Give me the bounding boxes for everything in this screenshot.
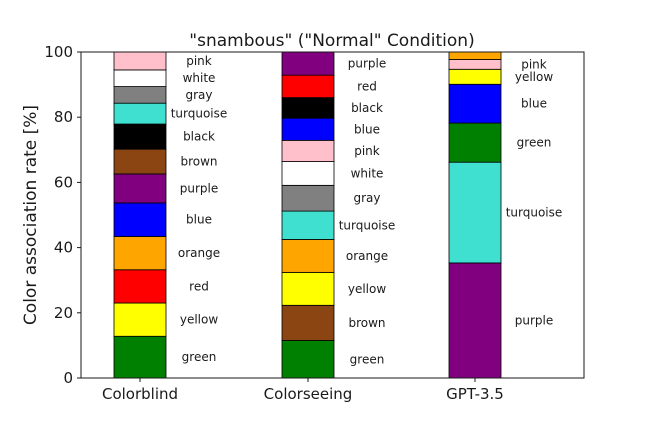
x-tick-label-colorblind: Colorblind — [102, 385, 178, 403]
bar-segment-colorblind-red — [113, 269, 167, 304]
x-tick-label-gpt-3-5: GPT-3.5 — [446, 385, 504, 403]
segment-label: pink — [521, 57, 547, 71]
y-tick-label: 0 — [63, 369, 73, 387]
bar-segment-colorblind-brown — [113, 148, 167, 175]
bar-segment-colorseeing-purple — [281, 51, 335, 76]
bar-segment-colorseeing-yellow — [281, 271, 335, 306]
bar-segment-gpt-3-5-green — [448, 122, 502, 163]
y-tick-label: 100 — [44, 43, 73, 61]
segment-label: green — [182, 350, 217, 364]
y-tick-label: 60 — [54, 173, 73, 191]
bar-segment-colorblind-gray — [113, 86, 167, 104]
bar-segment-colorseeing-white — [281, 161, 335, 186]
segment-label: brown — [180, 155, 217, 169]
plot-frame — [80, 51, 585, 379]
segment-label: gray — [353, 191, 380, 205]
bar-segment-gpt-3-5-turquoise — [448, 161, 502, 264]
bar-segment-gpt-3-5-yellow — [448, 68, 502, 85]
y-tick-label: 80 — [54, 108, 73, 126]
segment-label: yellow — [180, 313, 218, 327]
segment-label: red — [189, 279, 209, 293]
bar-segment-colorblind-blue — [113, 202, 167, 237]
bar-segment-colorblind-yellow — [113, 302, 167, 337]
axes-layer: 0 20 40 60 80 100 Colorblind Colorseeing GPT-3.5 — [44, 43, 585, 403]
bar-segment-colorblind-turquoise — [113, 102, 167, 125]
segment-label: white — [183, 71, 216, 85]
bar-segment-colorseeing-green — [281, 340, 335, 379]
segment-label: white — [351, 166, 384, 180]
y-tick-label: 20 — [54, 304, 73, 322]
segment-label: purple — [180, 181, 219, 195]
segment-label: purple — [348, 57, 387, 71]
bar-segment-colorblind-green — [113, 335, 167, 379]
segment-label: yellow — [515, 70, 553, 84]
bar-segment-colorseeing-pink — [281, 139, 335, 162]
bar-segment-colorseeing-turquoise — [281, 210, 335, 240]
segment-label: brown — [348, 316, 385, 330]
chart-title: "snambous" ("Normal" Condition) — [189, 31, 474, 51]
y-tick-label: 40 — [54, 239, 73, 257]
x-tick-label-colorseeing: Colorseeing — [264, 385, 353, 403]
bar-segment-gpt-3-5-blue — [448, 83, 502, 124]
bars-layer — [113, 51, 502, 379]
bar-segment-colorseeing-blue — [281, 117, 335, 141]
segment-label: pink — [186, 54, 212, 68]
bar-segment-colorblind-black — [113, 123, 167, 150]
bar-segment-colorblind-pink — [113, 51, 167, 71]
segment-label: blue — [354, 122, 380, 136]
segment-label: green — [517, 136, 552, 150]
bar-segment-colorseeing-black — [281, 97, 335, 119]
bar-segment-colorseeing-orange — [281, 239, 335, 273]
segment-label: turquoise — [506, 206, 563, 220]
bar-segment-colorseeing-gray — [281, 184, 335, 212]
bar-segment-gpt-3-5-purple — [448, 262, 502, 379]
bar-segment-colorblind-purple — [113, 173, 167, 204]
segment-label: black — [351, 101, 383, 115]
bar-segment-colorblind-white — [113, 69, 167, 87]
segment-label: blue — [521, 97, 547, 111]
segment-label: turquoise — [171, 107, 228, 121]
bar-segment-gpt-3-5-pink — [448, 59, 502, 70]
segment-label: green — [350, 352, 385, 366]
segment-label: pink — [354, 144, 380, 158]
segment-label: gray — [185, 88, 212, 102]
segment-label: turquoise — [339, 218, 396, 232]
bar-segment-colorseeing-brown — [281, 304, 335, 341]
segment-label: orange — [178, 246, 220, 260]
y-axis-label: Color association rate [%] — [21, 105, 41, 325]
bar-segment-colorseeing-red — [281, 74, 335, 99]
segment-labels-layer: green yellow red orange blue purple brown black… — [171, 54, 563, 366]
segment-label: red — [357, 79, 377, 93]
segment-label: orange — [346, 249, 388, 263]
bar-segment-gpt-3-5-segment-6 — [448, 51, 502, 60]
segment-label: blue — [186, 213, 212, 227]
bar-segment-colorblind-orange — [113, 236, 167, 271]
segment-label: black — [183, 130, 215, 144]
segment-label: purple — [515, 313, 554, 327]
segment-label: yellow — [348, 282, 386, 296]
